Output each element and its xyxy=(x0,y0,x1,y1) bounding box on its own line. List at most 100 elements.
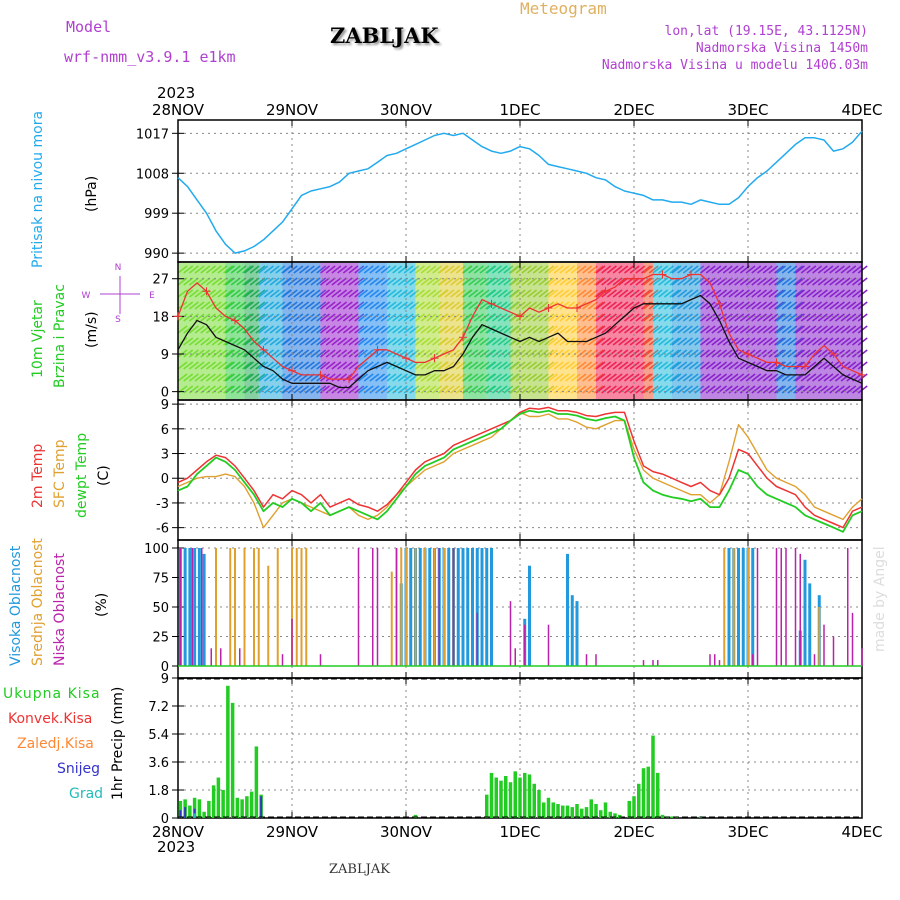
y-tick-label: 1008 xyxy=(136,167,169,182)
wind-barb xyxy=(491,361,502,370)
wind-barb xyxy=(263,373,274,382)
lonlat-label: lon,lat (19.15E, 43.1125N) xyxy=(664,24,869,39)
wind-barb xyxy=(677,265,688,274)
wind-barb xyxy=(211,313,222,322)
wind-barb xyxy=(258,313,269,322)
wind-barb xyxy=(263,385,274,394)
wind-barb xyxy=(310,385,321,394)
wind-barb xyxy=(348,277,359,286)
precip-total-label: Ukupna Kisa xyxy=(3,686,101,702)
wind-barb xyxy=(587,277,598,286)
wind-barb xyxy=(722,349,733,358)
wind-barb xyxy=(510,385,520,394)
wind-barb xyxy=(745,313,756,322)
wind-barb xyxy=(606,325,617,334)
wind-barb xyxy=(444,289,455,298)
wind-barb xyxy=(576,385,587,394)
wind-barb xyxy=(576,313,587,322)
wind-barb xyxy=(658,361,669,370)
wind-barb xyxy=(751,277,762,286)
wind-barb xyxy=(236,325,247,334)
wind-barb xyxy=(606,301,617,310)
wind-barb xyxy=(183,361,194,370)
wind-barb xyxy=(722,301,733,310)
wind-barb xyxy=(249,289,260,298)
cloud-low-bar xyxy=(524,624,526,666)
wind-barb xyxy=(386,337,397,346)
wind-barb xyxy=(677,301,688,310)
precip-total-bar xyxy=(226,685,230,818)
precip-total-bar xyxy=(192,797,197,818)
wind-barb xyxy=(386,313,397,322)
cloud-low-bar xyxy=(861,648,863,666)
wind-barb xyxy=(768,301,779,310)
wind-barb xyxy=(194,361,205,370)
y-tick-label: 18 xyxy=(152,310,169,325)
wind-barb xyxy=(800,289,811,298)
wind-barb xyxy=(576,277,587,286)
wind-barb xyxy=(269,361,280,370)
wind-barb xyxy=(595,349,606,358)
precip-total-bar xyxy=(608,811,612,818)
wind-barb xyxy=(397,277,408,286)
cloud-high-bar xyxy=(409,548,413,666)
wind-barb xyxy=(287,337,298,346)
cloud-mid-bar xyxy=(433,548,436,666)
wind-barb xyxy=(521,361,532,370)
wind-barb xyxy=(700,373,710,382)
wind-barb xyxy=(739,277,750,286)
wind-barb xyxy=(225,313,235,322)
wind-barb xyxy=(643,373,653,382)
wind-barb xyxy=(582,265,593,274)
wind-barb xyxy=(375,349,386,358)
wind-barb xyxy=(776,373,786,382)
wind-speed-line xyxy=(177,294,863,389)
cloud-low-bar xyxy=(319,654,322,666)
wind-barb xyxy=(762,325,773,334)
wind-barb xyxy=(618,337,629,346)
wind-barb xyxy=(601,313,612,322)
wind-barb xyxy=(663,337,674,346)
wind-barb xyxy=(263,301,274,310)
wind-barb xyxy=(468,385,479,394)
x-tick-label-bottom: 2DEC xyxy=(613,823,654,841)
wind-barb xyxy=(397,325,408,334)
wind-barb xyxy=(194,301,205,310)
cloud-mid-bar xyxy=(723,548,726,666)
wind-barb xyxy=(829,385,840,394)
cloud-mid-bar xyxy=(267,565,270,666)
wind-barb xyxy=(200,361,211,370)
wind-barb xyxy=(337,313,348,322)
wind-barb xyxy=(363,361,374,370)
model-label: Model xyxy=(66,18,112,36)
precip-total-bar xyxy=(513,771,517,818)
wind-barb xyxy=(527,325,538,334)
wind-barb xyxy=(426,361,437,370)
wind-barb xyxy=(629,265,640,274)
wind-barb xyxy=(705,337,716,346)
wind-barb xyxy=(342,325,353,334)
wind-barb xyxy=(840,337,851,346)
wind-barb xyxy=(606,361,617,370)
wind-barb xyxy=(397,373,408,382)
wind-barb xyxy=(757,385,767,394)
precip-total-bar xyxy=(656,772,660,818)
wind-barb xyxy=(559,265,570,274)
y-tick-label: 990 xyxy=(144,247,169,262)
wind-barb xyxy=(468,265,479,274)
cloud-mid-bar xyxy=(414,548,417,666)
wind-barb xyxy=(225,361,235,370)
wind-barb xyxy=(188,313,199,322)
wind-barb xyxy=(331,301,342,310)
wind-barb xyxy=(287,313,298,322)
wind-barb xyxy=(812,325,823,334)
wind-barb xyxy=(206,313,216,322)
wind-barb xyxy=(287,325,298,334)
wind-barb xyxy=(337,373,348,382)
wind-barb xyxy=(711,265,722,274)
wind-barb xyxy=(415,277,425,286)
wind-barb xyxy=(532,385,543,394)
wind-barb xyxy=(206,361,216,370)
wind-barb xyxy=(258,301,269,310)
